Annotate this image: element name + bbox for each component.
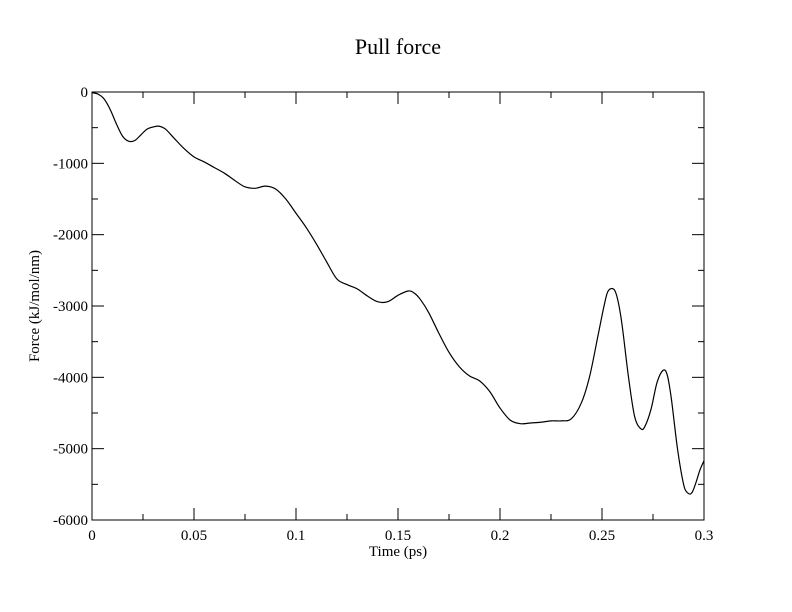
chart-title: Pull force — [355, 34, 441, 59]
x-tick-label: 0.3 — [695, 528, 714, 544]
y-axis-label: Force (kJ/mol/nm) — [27, 250, 43, 362]
x-tick-label: 0.25 — [589, 528, 615, 544]
y-tick-label: -4000 — [53, 370, 88, 386]
x-axis-ticks — [91, 92, 705, 520]
y-tick-label: -6000 — [53, 513, 88, 529]
x-tick-label: 0.05 — [181, 528, 207, 544]
x-tick-label: 0.2 — [491, 528, 510, 544]
y-tick-label: -2000 — [53, 228, 88, 244]
x-axis-tick-labels: 0 0.05 0.1 0.15 0.2 0.25 0.3 — [88, 528, 713, 544]
x-axis-label: Time (ps) — [369, 544, 427, 560]
y-tick-label: -3000 — [53, 299, 88, 315]
x-tick-label: 0 — [88, 528, 96, 544]
y-tick-label: -5000 — [53, 442, 88, 458]
x-tick-label: 0.15 — [385, 528, 411, 544]
y-axis-tick-labels: 0 -1000 -2000 -3000 -4000 -5000 -6000 — [53, 85, 88, 529]
pull-force-series-line — [91, 92, 705, 495]
plot-area-frame — [91, 91, 705, 521]
x-tick-label: 0.1 — [287, 528, 306, 544]
y-axis-ticks — [92, 91, 704, 521]
y-tick-label: -1000 — [53, 156, 88, 172]
y-tick-label: 0 — [81, 85, 89, 101]
